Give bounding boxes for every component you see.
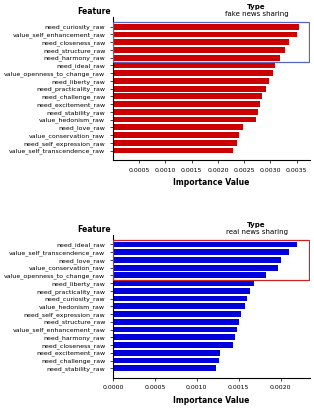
Bar	[113, 94, 262, 99]
Bar	[113, 280, 254, 286]
X-axis label: Importance Value: Importance Value	[173, 178, 250, 187]
Bar	[113, 31, 297, 37]
Bar	[113, 117, 256, 123]
Bar	[113, 357, 219, 364]
Bar	[113, 70, 273, 76]
Bar	[113, 296, 247, 301]
Bar	[113, 327, 237, 333]
Bar	[113, 335, 235, 340]
Bar	[113, 257, 280, 263]
Bar	[113, 55, 280, 61]
Bar	[113, 109, 258, 115]
Bar	[113, 132, 239, 138]
Bar	[113, 319, 239, 325]
Bar	[113, 365, 216, 371]
Bar	[113, 241, 297, 247]
Bar	[113, 303, 245, 309]
Bar	[113, 311, 241, 317]
Bar	[113, 86, 266, 92]
Text: Type: Type	[247, 4, 266, 10]
Bar	[113, 240, 309, 280]
Text: Feature: Feature	[77, 7, 111, 16]
Bar	[113, 39, 289, 45]
Bar	[113, 22, 309, 62]
Bar	[113, 288, 250, 294]
Bar	[113, 124, 243, 130]
Text: fake news sharing: fake news sharing	[225, 11, 289, 17]
Bar	[113, 140, 237, 146]
Bar	[113, 148, 233, 153]
Text: real news sharing: real news sharing	[226, 229, 288, 235]
Bar	[113, 249, 289, 255]
X-axis label: Importance Value: Importance Value	[173, 396, 250, 405]
Bar	[113, 342, 233, 348]
Bar	[113, 265, 278, 270]
Bar	[113, 63, 275, 68]
Bar	[113, 272, 266, 278]
Bar	[113, 78, 269, 84]
Text: Type: Type	[247, 222, 266, 228]
Bar	[113, 350, 220, 356]
Bar	[113, 101, 260, 107]
Bar	[113, 24, 299, 29]
Text: Feature: Feature	[77, 225, 111, 234]
Bar	[113, 47, 285, 53]
